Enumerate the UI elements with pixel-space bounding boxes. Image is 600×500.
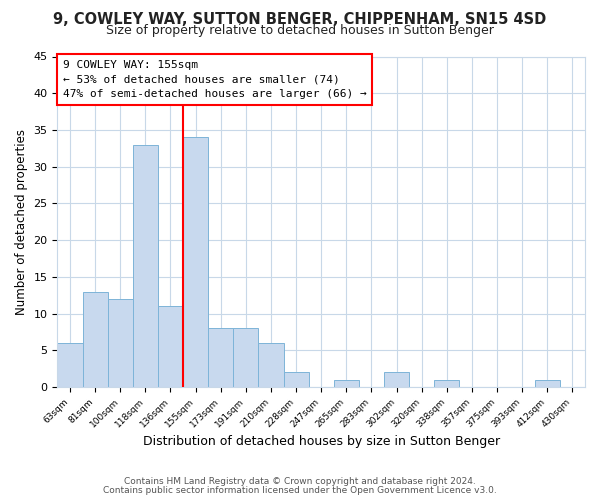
Bar [284, 372, 308, 387]
Bar [384, 372, 409, 387]
Bar [107, 299, 133, 387]
X-axis label: Distribution of detached houses by size in Sutton Benger: Distribution of detached houses by size … [143, 434, 500, 448]
Bar [434, 380, 460, 387]
Bar [158, 306, 183, 387]
Bar [233, 328, 259, 387]
Y-axis label: Number of detached properties: Number of detached properties [15, 129, 28, 315]
Text: Contains HM Land Registry data © Crown copyright and database right 2024.: Contains HM Land Registry data © Crown c… [124, 477, 476, 486]
Bar [208, 328, 233, 387]
Bar [83, 292, 107, 387]
Bar [334, 380, 359, 387]
Bar [183, 138, 208, 387]
Bar [259, 343, 284, 387]
Text: 9 COWLEY WAY: 155sqm
← 53% of detached houses are smaller (74)
47% of semi-detac: 9 COWLEY WAY: 155sqm ← 53% of detached h… [62, 60, 367, 100]
Bar [535, 380, 560, 387]
Text: Size of property relative to detached houses in Sutton Benger: Size of property relative to detached ho… [106, 24, 494, 37]
Bar [58, 343, 83, 387]
Text: 9, COWLEY WAY, SUTTON BENGER, CHIPPENHAM, SN15 4SD: 9, COWLEY WAY, SUTTON BENGER, CHIPPENHAM… [53, 12, 547, 28]
Text: Contains public sector information licensed under the Open Government Licence v3: Contains public sector information licen… [103, 486, 497, 495]
Bar [133, 144, 158, 387]
